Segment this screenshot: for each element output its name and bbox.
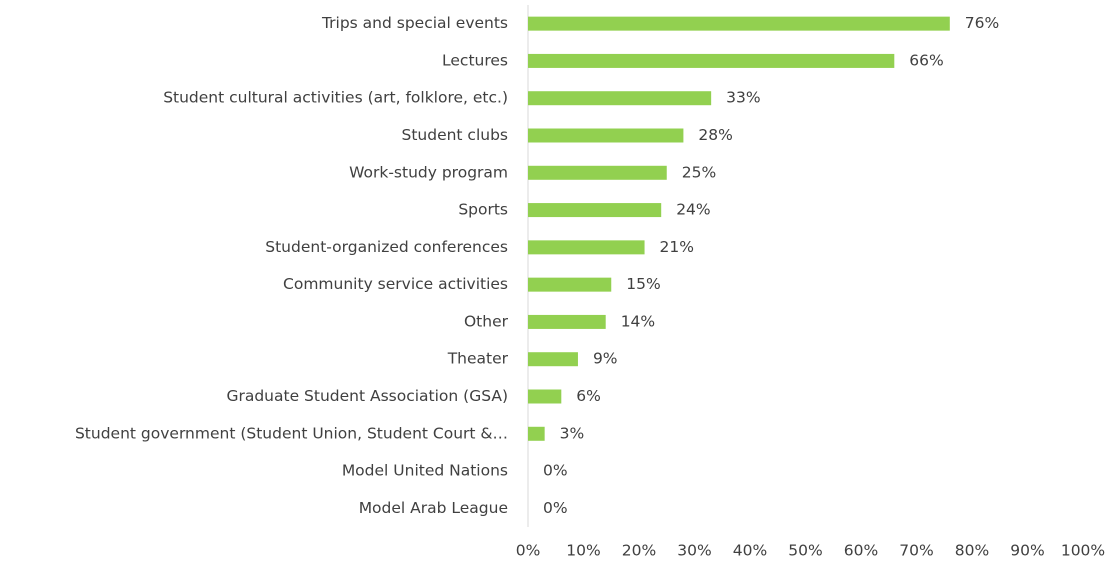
category-label: Lectures — [442, 51, 508, 69]
bar — [528, 277, 612, 292]
bar — [528, 165, 667, 180]
x-tick-label: 50% — [788, 542, 822, 560]
bar — [528, 128, 684, 143]
x-tick-label: 70% — [899, 542, 933, 560]
data-label: 25% — [682, 163, 716, 181]
bar — [528, 314, 606, 329]
category-label: Other — [464, 312, 509, 330]
data-label: 14% — [621, 312, 655, 330]
data-label: 0% — [543, 499, 568, 517]
bar — [528, 240, 645, 255]
data-label: 24% — [676, 201, 710, 219]
category-label: Student government (Student Union, Stude… — [75, 424, 508, 442]
x-tick-label: 20% — [622, 542, 656, 560]
data-label: 6% — [576, 387, 601, 405]
bar — [528, 426, 545, 441]
bar — [528, 352, 578, 367]
data-label: 28% — [698, 126, 732, 144]
category-label: Student cultural activities (art, folklo… — [163, 89, 508, 107]
category-label: Theater — [447, 350, 509, 368]
data-label: 3% — [560, 424, 585, 442]
bar — [528, 91, 712, 106]
data-label: 15% — [626, 275, 660, 293]
x-tick-label: 30% — [677, 542, 711, 560]
data-label: 76% — [965, 14, 999, 32]
x-tick-label: 80% — [955, 542, 989, 560]
x-tick-label: 90% — [1010, 542, 1044, 560]
bar — [528, 53, 895, 68]
bar — [528, 203, 662, 218]
data-label: 21% — [660, 238, 694, 256]
category-label: Community service activities — [283, 275, 508, 293]
data-label: 33% — [726, 89, 760, 107]
data-label: 9% — [593, 350, 618, 368]
bar — [528, 16, 950, 31]
x-tick-label: 0% — [516, 542, 541, 560]
x-tick-label: 10% — [566, 542, 600, 560]
x-tick-label: 60% — [844, 542, 878, 560]
data-label: 0% — [543, 462, 568, 480]
category-label: Student-organized conferences — [265, 238, 508, 256]
x-tick-label: 40% — [733, 542, 767, 560]
category-label: Trips and special events — [321, 14, 508, 32]
category-label: Model Arab League — [359, 499, 508, 517]
category-label: Student clubs — [401, 126, 508, 144]
category-label: Work-study program — [349, 163, 508, 181]
bar — [528, 389, 562, 404]
data-label: 66% — [909, 51, 943, 69]
x-tick-label: 100% — [1061, 542, 1105, 560]
category-label: Sports — [458, 201, 508, 219]
category-label: Model United Nations — [342, 462, 508, 480]
category-label: Graduate Student Association (GSA) — [226, 387, 508, 405]
